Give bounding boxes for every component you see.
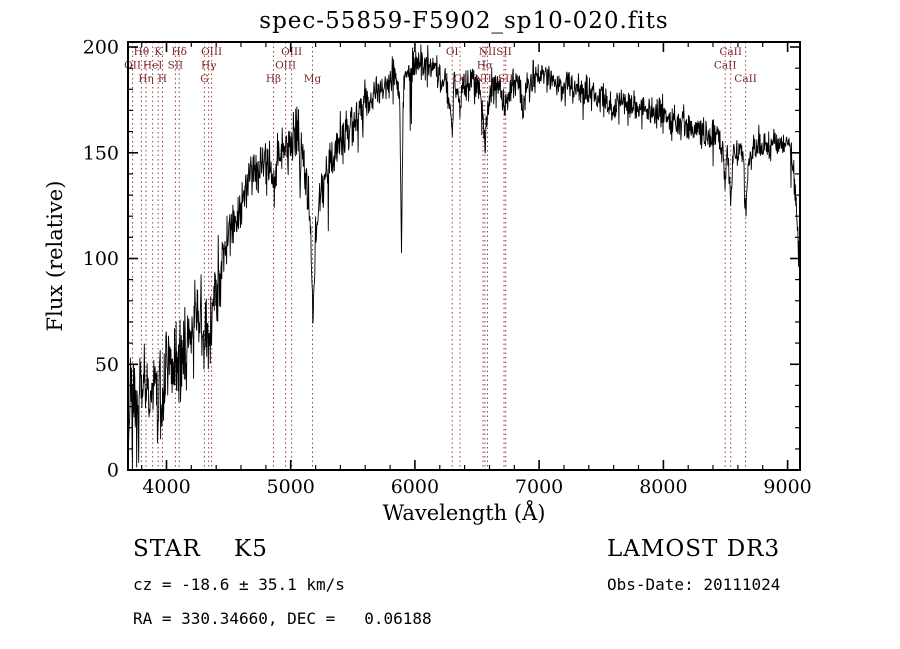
spectral-line-label: SII: [496, 46, 512, 58]
spectral-line-label: H: [158, 73, 167, 85]
spectral-line-label: CaII: [719, 46, 742, 58]
spectral-line-label: CaII: [734, 73, 757, 85]
spectral-line-label: OIII: [275, 60, 296, 72]
spectral-line-label: CaII: [714, 60, 737, 72]
y-tick-label: 50: [95, 354, 119, 376]
coords-text: RA = 330.34660, DEC = 0.06188: [133, 609, 432, 628]
x-tick-label: 9000: [763, 476, 811, 498]
y-tick-label: 0: [107, 460, 119, 482]
spectral-line-label: SII: [168, 60, 184, 72]
spectral-line-label: K: [154, 46, 162, 58]
x-tick-label: 5000: [267, 476, 315, 498]
spectral-line-label: G: [200, 73, 208, 85]
chart-layer: OIIHθHηHeIKHSIIHδGHγOIIIHβOIIIOIIIMgOIOI…: [83, 37, 812, 499]
obsdate-text: Obs-Date: 20111024: [607, 575, 780, 594]
spectral-line-label: Hα: [477, 60, 493, 72]
x-tick-label: 8000: [639, 476, 687, 498]
cz-text: cz = -18.6 ± 35.1 km/s: [133, 575, 345, 594]
x-tick-label: 6000: [391, 476, 439, 498]
spectral-line-label: NII: [479, 46, 496, 58]
spectral-line-label: Hθ: [134, 46, 149, 58]
spectral-line-label: Hγ: [201, 60, 216, 72]
x-axis-label: Wavelength (Å): [383, 500, 546, 525]
spectral-line-label: HeI: [143, 60, 163, 72]
spectral-line-label: OIII: [201, 46, 222, 58]
spectral-line-label: Hη: [138, 73, 153, 85]
spectrum-line: [127, 44, 801, 471]
spectral-line-label: NII: [474, 73, 491, 85]
x-tick-label: 7000: [515, 476, 563, 498]
y-tick-label: 200: [83, 37, 119, 59]
y-axis-label: Flux (relative): [43, 181, 67, 332]
spectral-line-label: OI: [446, 46, 459, 58]
y-tick-label: 100: [83, 248, 119, 270]
plot-frame: [127, 41, 801, 471]
spectral-line-label: SII: [498, 73, 514, 85]
spectral-line-label: OIII: [281, 46, 302, 58]
survey-text: LAMOST DR3: [607, 536, 780, 562]
classification-text: STAR K5: [133, 536, 268, 562]
plot-title: spec-55859-F5902_sp10-020.fits: [259, 8, 668, 34]
spectral-line-label: Mg: [304, 73, 322, 85]
spectral-line-label: OI: [454, 73, 467, 85]
x-tick-label: 4000: [142, 476, 190, 498]
y-tick-label: 150: [83, 142, 119, 164]
spectral-line-label: Hβ: [266, 73, 281, 85]
spectral-line-label: Hδ: [171, 46, 186, 58]
spectral-line-label: OII: [124, 60, 141, 72]
